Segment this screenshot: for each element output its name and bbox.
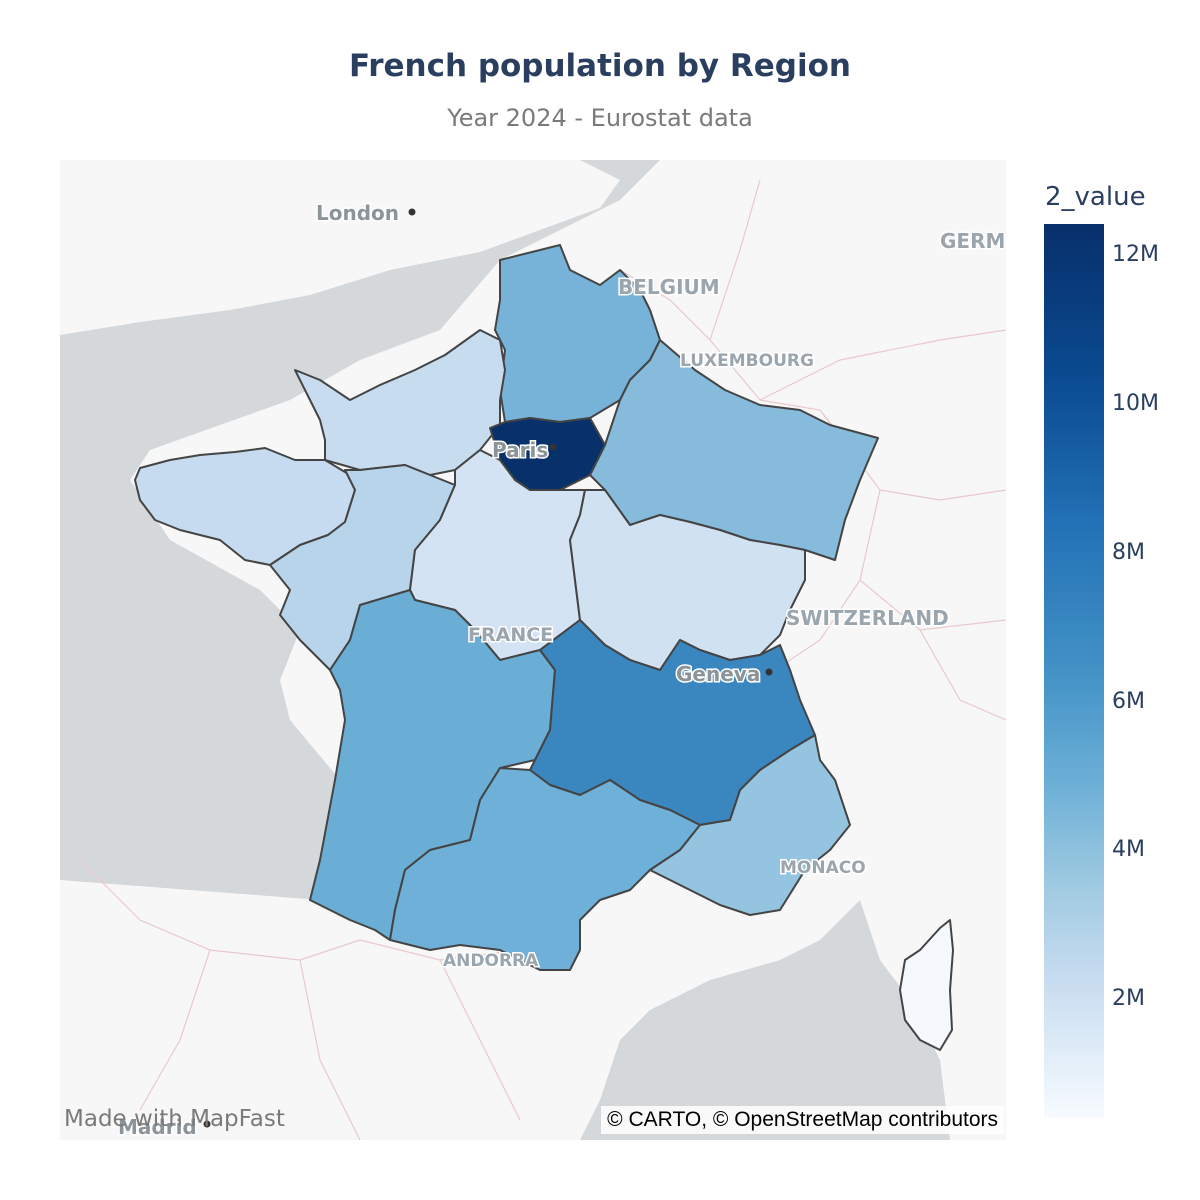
label-paris: Paris bbox=[492, 438, 548, 462]
colorbar-title: 2_value bbox=[1045, 182, 1146, 212]
colorbar bbox=[1044, 224, 1104, 1118]
map-svg[interactable]: London BELGIUM LUXEMBOURG GERM Paris SWI… bbox=[60, 160, 1006, 1140]
region-bourgogne-franche-comte[interactable] bbox=[569, 489, 806, 671]
colorbar-tick: 4M bbox=[1112, 837, 1145, 862]
london-dot bbox=[408, 208, 416, 216]
label-geneva: Geneva bbox=[676, 662, 760, 686]
land-britain bbox=[60, 160, 620, 335]
label-belgium: BELGIUM bbox=[618, 275, 720, 299]
regions-layer[interactable] bbox=[134, 244, 954, 1051]
geneva-dot bbox=[765, 668, 773, 676]
chart-title: French population by Region bbox=[349, 48, 851, 84]
chart-subtitle: Year 2024 - Eurostat data bbox=[447, 104, 753, 132]
colorbar-tick: 2M bbox=[1112, 986, 1145, 1011]
colorbar-tick: 6M bbox=[1112, 689, 1145, 714]
paris-dot bbox=[549, 443, 557, 451]
region-paca[interactable] bbox=[649, 734, 851, 916]
label-madrid: Madrid bbox=[118, 1115, 197, 1139]
map-area[interactable]: London BELGIUM LUXEMBOURG GERM Paris SWI… bbox=[60, 160, 1006, 1140]
region-occitanie[interactable] bbox=[389, 767, 701, 971]
colorbar-tick: 12M bbox=[1112, 242, 1159, 267]
label-andorra: ANDORRA bbox=[443, 951, 539, 971]
region-corse[interactable] bbox=[899, 919, 954, 1051]
label-germany: GERM bbox=[940, 229, 1005, 253]
colorbar-tick: 8M bbox=[1112, 540, 1145, 565]
label-monaco: MONACO bbox=[780, 858, 866, 878]
colorbar-tick: 10M bbox=[1112, 391, 1159, 416]
label-london: London bbox=[316, 201, 399, 225]
label-switzerland: SWITZERLAND bbox=[786, 606, 949, 630]
watermark: Made with MapFast bbox=[64, 1106, 285, 1132]
label-luxembourg: LUXEMBOURG bbox=[680, 351, 814, 371]
label-france: FRANCE bbox=[468, 624, 553, 646]
madrid-dot bbox=[203, 1120, 211, 1128]
border-lines bbox=[79, 179, 1006, 1140]
map-attribution[interactable]: © CARTO, © OpenStreetMap contributors bbox=[601, 1106, 1004, 1134]
